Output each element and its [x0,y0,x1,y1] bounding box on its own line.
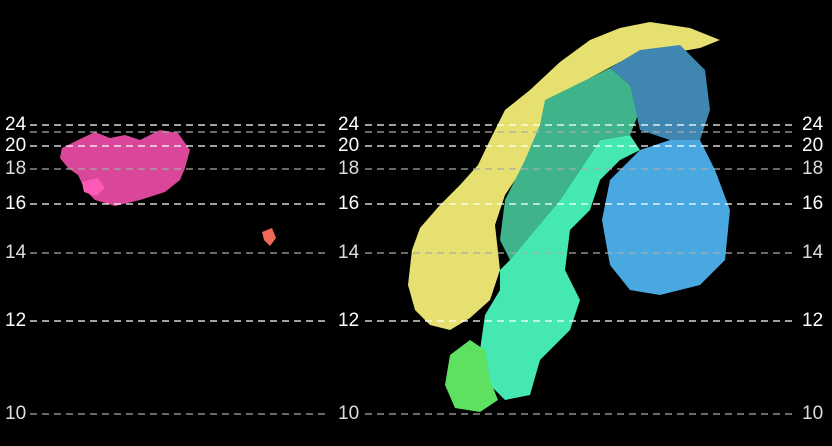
contour-label: 18 [338,158,360,179]
contour-label: 12 [802,310,824,331]
contour-label: 12 [338,310,360,331]
region-iceland [60,130,190,206]
contour-label: 16 [338,193,360,214]
region-faroe [262,228,276,246]
contour-label: 18 [5,158,27,179]
contour-label: 12 [5,310,27,331]
region-sweden [480,135,640,400]
contour-label: 20 [802,135,824,156]
contour-label: 10 [802,403,824,424]
contour-label: 14 [802,242,824,263]
contour-label: 10 [5,403,27,424]
contour-label: 24 [5,114,27,135]
contour-label: 16 [802,193,824,214]
contour-label: 14 [338,242,360,263]
contour-label: 14 [5,242,27,263]
contour-label: 16 [5,193,27,214]
region-denmark [445,340,498,412]
region-iceland-spot [82,178,105,196]
contour-label: 24 [802,114,824,135]
region-finland-north [610,45,710,140]
contour-label: 18 [802,158,824,179]
contour-label: 20 [338,135,360,156]
region-finland [602,140,730,295]
region-sweden-north [500,68,640,260]
contour-label: 20 [5,135,27,156]
contour-label: 24 [338,114,360,135]
contour-label: 10 [338,403,360,424]
